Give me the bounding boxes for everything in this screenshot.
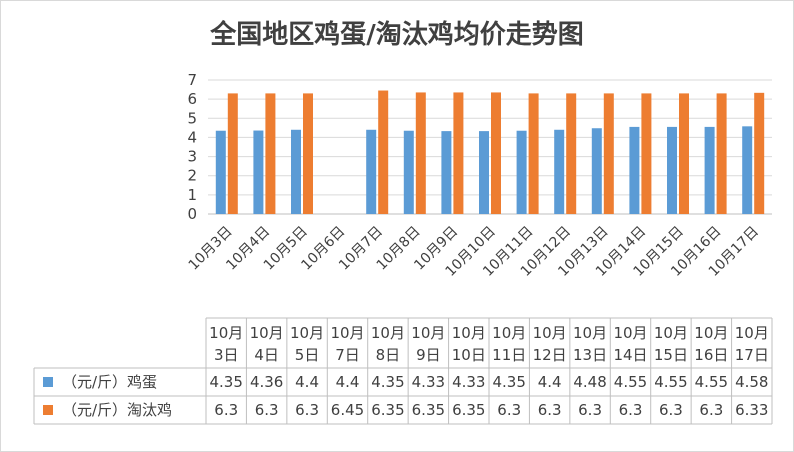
table-cell: 6.3	[295, 401, 319, 419]
table-header-month: 10月	[250, 324, 284, 342]
table-cell: 6.35	[371, 401, 404, 419]
bar-culled-hen	[603, 93, 614, 214]
table-header-day: 13日	[573, 346, 607, 364]
table-cell: 4.4	[336, 373, 360, 391]
bar-egg	[441, 131, 452, 214]
bar-culled-hen	[378, 90, 389, 214]
table-header-month: 10月	[411, 324, 445, 342]
table-cell: 4.35	[210, 373, 243, 391]
table-header-month: 10月	[290, 324, 324, 342]
bar-culled-hen	[716, 93, 727, 214]
table-header-day: 7日	[335, 346, 360, 364]
bar-egg	[291, 129, 301, 214]
y-tick-label: 2	[187, 167, 197, 185]
y-tick-label: 3	[187, 148, 197, 166]
bar-culled-hen	[641, 93, 652, 214]
table-cell: 4.58	[735, 373, 768, 391]
bar-culled-hen	[528, 93, 539, 214]
chart-title: 全国地区鸡蛋/淘汰鸡均价走势图	[210, 20, 584, 50]
table-header-day: 16日	[694, 346, 728, 364]
bar-egg	[516, 130, 527, 214]
table-header-day: 12日	[533, 346, 567, 364]
table-cell: 4.55	[695, 373, 728, 391]
table-cell: 4.33	[412, 373, 445, 391]
table-cell: 6.3	[619, 401, 643, 419]
bar-egg	[667, 126, 677, 214]
legend-swatch-culled-hen	[43, 405, 53, 415]
bar-egg	[215, 130, 226, 214]
table-header-day: 9日	[416, 346, 441, 364]
table-header-month: 10月	[573, 324, 607, 342]
legend-swatch-egg	[43, 377, 53, 387]
table-header-month: 10月	[209, 324, 243, 342]
y-tick-label: 7	[187, 71, 197, 89]
series-label: （元/斤）淘汰鸡	[62, 401, 172, 419]
table-header-month: 10月	[694, 324, 728, 342]
table-cell: 6.3	[497, 401, 521, 419]
table-cell: 4.35	[493, 373, 526, 391]
table-cell: 4.55	[654, 373, 687, 391]
table-header-month: 10月	[613, 324, 647, 342]
bar-culled-hen	[227, 93, 238, 214]
bar-egg	[591, 128, 602, 214]
table-header-day: 3日	[214, 346, 239, 364]
bar-culled-hen	[453, 92, 464, 214]
y-tick-label: 1	[187, 186, 197, 204]
table-header-day: 8日	[376, 346, 401, 364]
bar-egg	[704, 126, 715, 214]
table-cell: 4.33	[452, 373, 485, 391]
table-header-month: 10月	[533, 324, 567, 342]
table-cell: 6.33	[735, 401, 768, 419]
table-header-day: 14日	[613, 346, 647, 364]
bar-culled-hen	[303, 93, 313, 214]
bar-culled-hen	[491, 92, 501, 214]
table-cell: 4.4	[538, 373, 562, 391]
table-header-month: 10月	[452, 324, 486, 342]
table-cell: 6.35	[452, 401, 485, 419]
bar-egg	[366, 129, 377, 214]
bar-culled-hen	[754, 92, 765, 214]
table-cell: 6.3	[699, 401, 723, 419]
bar-egg	[479, 131, 489, 214]
table-header-day: 4日	[254, 346, 279, 364]
bar-culled-hen	[679, 93, 689, 214]
table-cell: 6.45	[331, 401, 364, 419]
bar-egg	[742, 126, 753, 214]
bar-culled-hen	[415, 92, 426, 214]
table-cell: 4.35	[371, 373, 404, 391]
table-cell: 4.4	[295, 373, 319, 391]
table-header-month: 10月	[330, 324, 364, 342]
y-tick-label: 4	[187, 128, 197, 146]
table-header-day: 17日	[735, 346, 769, 364]
table-header-month: 10月	[654, 324, 688, 342]
bar-egg	[403, 130, 414, 214]
bar-culled-hen	[566, 93, 577, 214]
table-header-day: 5日	[295, 346, 320, 364]
y-tick-label: 5	[187, 109, 197, 127]
y-tick-label: 6	[187, 90, 197, 108]
bar-egg	[629, 126, 640, 214]
table-header-month: 10月	[492, 324, 526, 342]
table-header-month: 10月	[371, 324, 405, 342]
table-cell: 4.36	[250, 373, 283, 391]
bar-culled-hen	[265, 93, 276, 214]
y-tick-label: 0	[187, 205, 197, 223]
table-header-day: 10日	[452, 346, 486, 364]
table-cell: 4.55	[614, 373, 647, 391]
bar-egg	[554, 129, 565, 214]
table-header-day: 11日	[492, 346, 526, 364]
table-cell: 6.3	[578, 401, 602, 419]
table-cell: 6.3	[214, 401, 238, 419]
table-cell: 4.48	[573, 373, 606, 391]
bar-egg	[253, 130, 264, 214]
table-cell: 6.3	[659, 401, 683, 419]
table-header-day: 15日	[654, 346, 688, 364]
table-cell: 6.3	[255, 401, 279, 419]
table-header-month: 10月	[735, 324, 769, 342]
table-cell: 6.3	[538, 401, 562, 419]
table-cell: 6.35	[412, 401, 445, 419]
series-label: （元/斤）鸡蛋	[62, 373, 157, 391]
